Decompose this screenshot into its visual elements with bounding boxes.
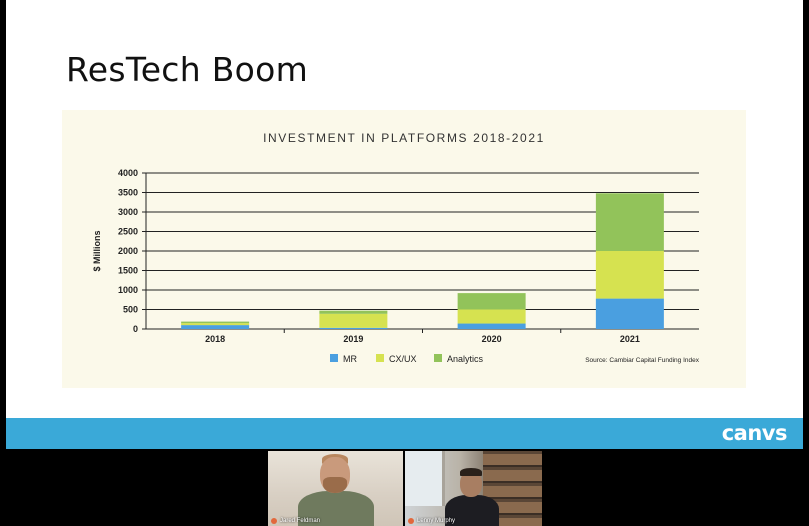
bar-segment-mr bbox=[457, 323, 526, 329]
legend-label: MR bbox=[343, 354, 357, 364]
legend-swatch bbox=[376, 354, 384, 362]
participant-body bbox=[298, 491, 374, 526]
legend-label: Analytics bbox=[447, 354, 484, 364]
brand-bar: canvs bbox=[6, 418, 803, 449]
bar-segment-cx-ux bbox=[319, 313, 388, 328]
y-tick-label: 500 bbox=[123, 305, 138, 315]
bar-segment-mr bbox=[319, 327, 388, 329]
x-tick-label: 2020 bbox=[482, 334, 502, 344]
x-tick-label: 2019 bbox=[343, 334, 363, 344]
investment-chart: INVESTMENT IN PLATFORMS 2018-2021 0 500 100… bbox=[92, 131, 700, 364]
y-tick-label: 2000 bbox=[118, 246, 138, 256]
bar-segment-mr bbox=[181, 325, 250, 329]
y-tick-label: 0 bbox=[133, 324, 138, 334]
bar-segment-cx-ux bbox=[595, 251, 664, 299]
participant-video-tile[interactable]: Jared Feldman bbox=[268, 451, 403, 526]
participant-head bbox=[460, 471, 482, 497]
x-tick-label: 2021 bbox=[620, 334, 640, 344]
participant-body bbox=[445, 495, 499, 526]
y-tick-label: 3000 bbox=[118, 207, 138, 217]
presentation-slide: ResTech Boom INVESTMENT IN PLATFORMS 201… bbox=[6, 0, 803, 449]
bar-segment-analytics bbox=[319, 310, 388, 314]
participant-hair bbox=[460, 468, 482, 476]
chart-panel: INVESTMENT IN PLATFORMS 2018-2021 0 500 100… bbox=[62, 110, 746, 388]
bar-segment-analytics bbox=[457, 293, 526, 310]
participant-name: Jared Feldman bbox=[280, 518, 321, 524]
y-tick-label: 1500 bbox=[118, 266, 138, 276]
y-axis-label: $ Millions bbox=[92, 230, 102, 271]
legend-swatch bbox=[434, 354, 442, 362]
mic-muted-icon bbox=[271, 518, 277, 524]
participant-beard bbox=[323, 477, 347, 493]
background-window bbox=[405, 451, 445, 506]
brand-logo: canvs bbox=[721, 421, 788, 445]
chart-title: INVESTMENT IN PLATFORMS 2018-2021 bbox=[263, 131, 545, 145]
mic-muted-icon bbox=[408, 518, 414, 524]
y-tick-label: 4000 bbox=[118, 168, 138, 178]
y-tick-label: 2500 bbox=[118, 227, 138, 237]
participant-name: Lenny Murphy bbox=[417, 518, 456, 524]
participant-name-tag: Jared Feldman bbox=[271, 518, 320, 524]
video-strip: Jared Feldman Lenny Murphy bbox=[0, 449, 809, 526]
bar-segment-cx-ux bbox=[181, 323, 250, 326]
legend-label: CX/UX bbox=[389, 354, 417, 364]
legend-swatch bbox=[330, 354, 338, 362]
chart-source: Source: Cambiar Capital Funding Index bbox=[585, 357, 700, 364]
participant-name-tag: Lenny Murphy bbox=[408, 518, 455, 524]
x-tick-label: 2018 bbox=[205, 334, 225, 344]
y-tick-label: 1000 bbox=[118, 285, 138, 295]
bar-segment-analytics bbox=[595, 193, 664, 251]
participant-video-tile[interactable]: Lenny Murphy bbox=[405, 451, 542, 526]
y-tick-label: 3500 bbox=[118, 188, 138, 198]
bar-segment-cx-ux bbox=[457, 309, 526, 324]
slide-title: ResTech Boom bbox=[66, 50, 309, 89]
bar-segment-mr bbox=[595, 298, 664, 329]
bar-segment-analytics bbox=[181, 321, 250, 324]
